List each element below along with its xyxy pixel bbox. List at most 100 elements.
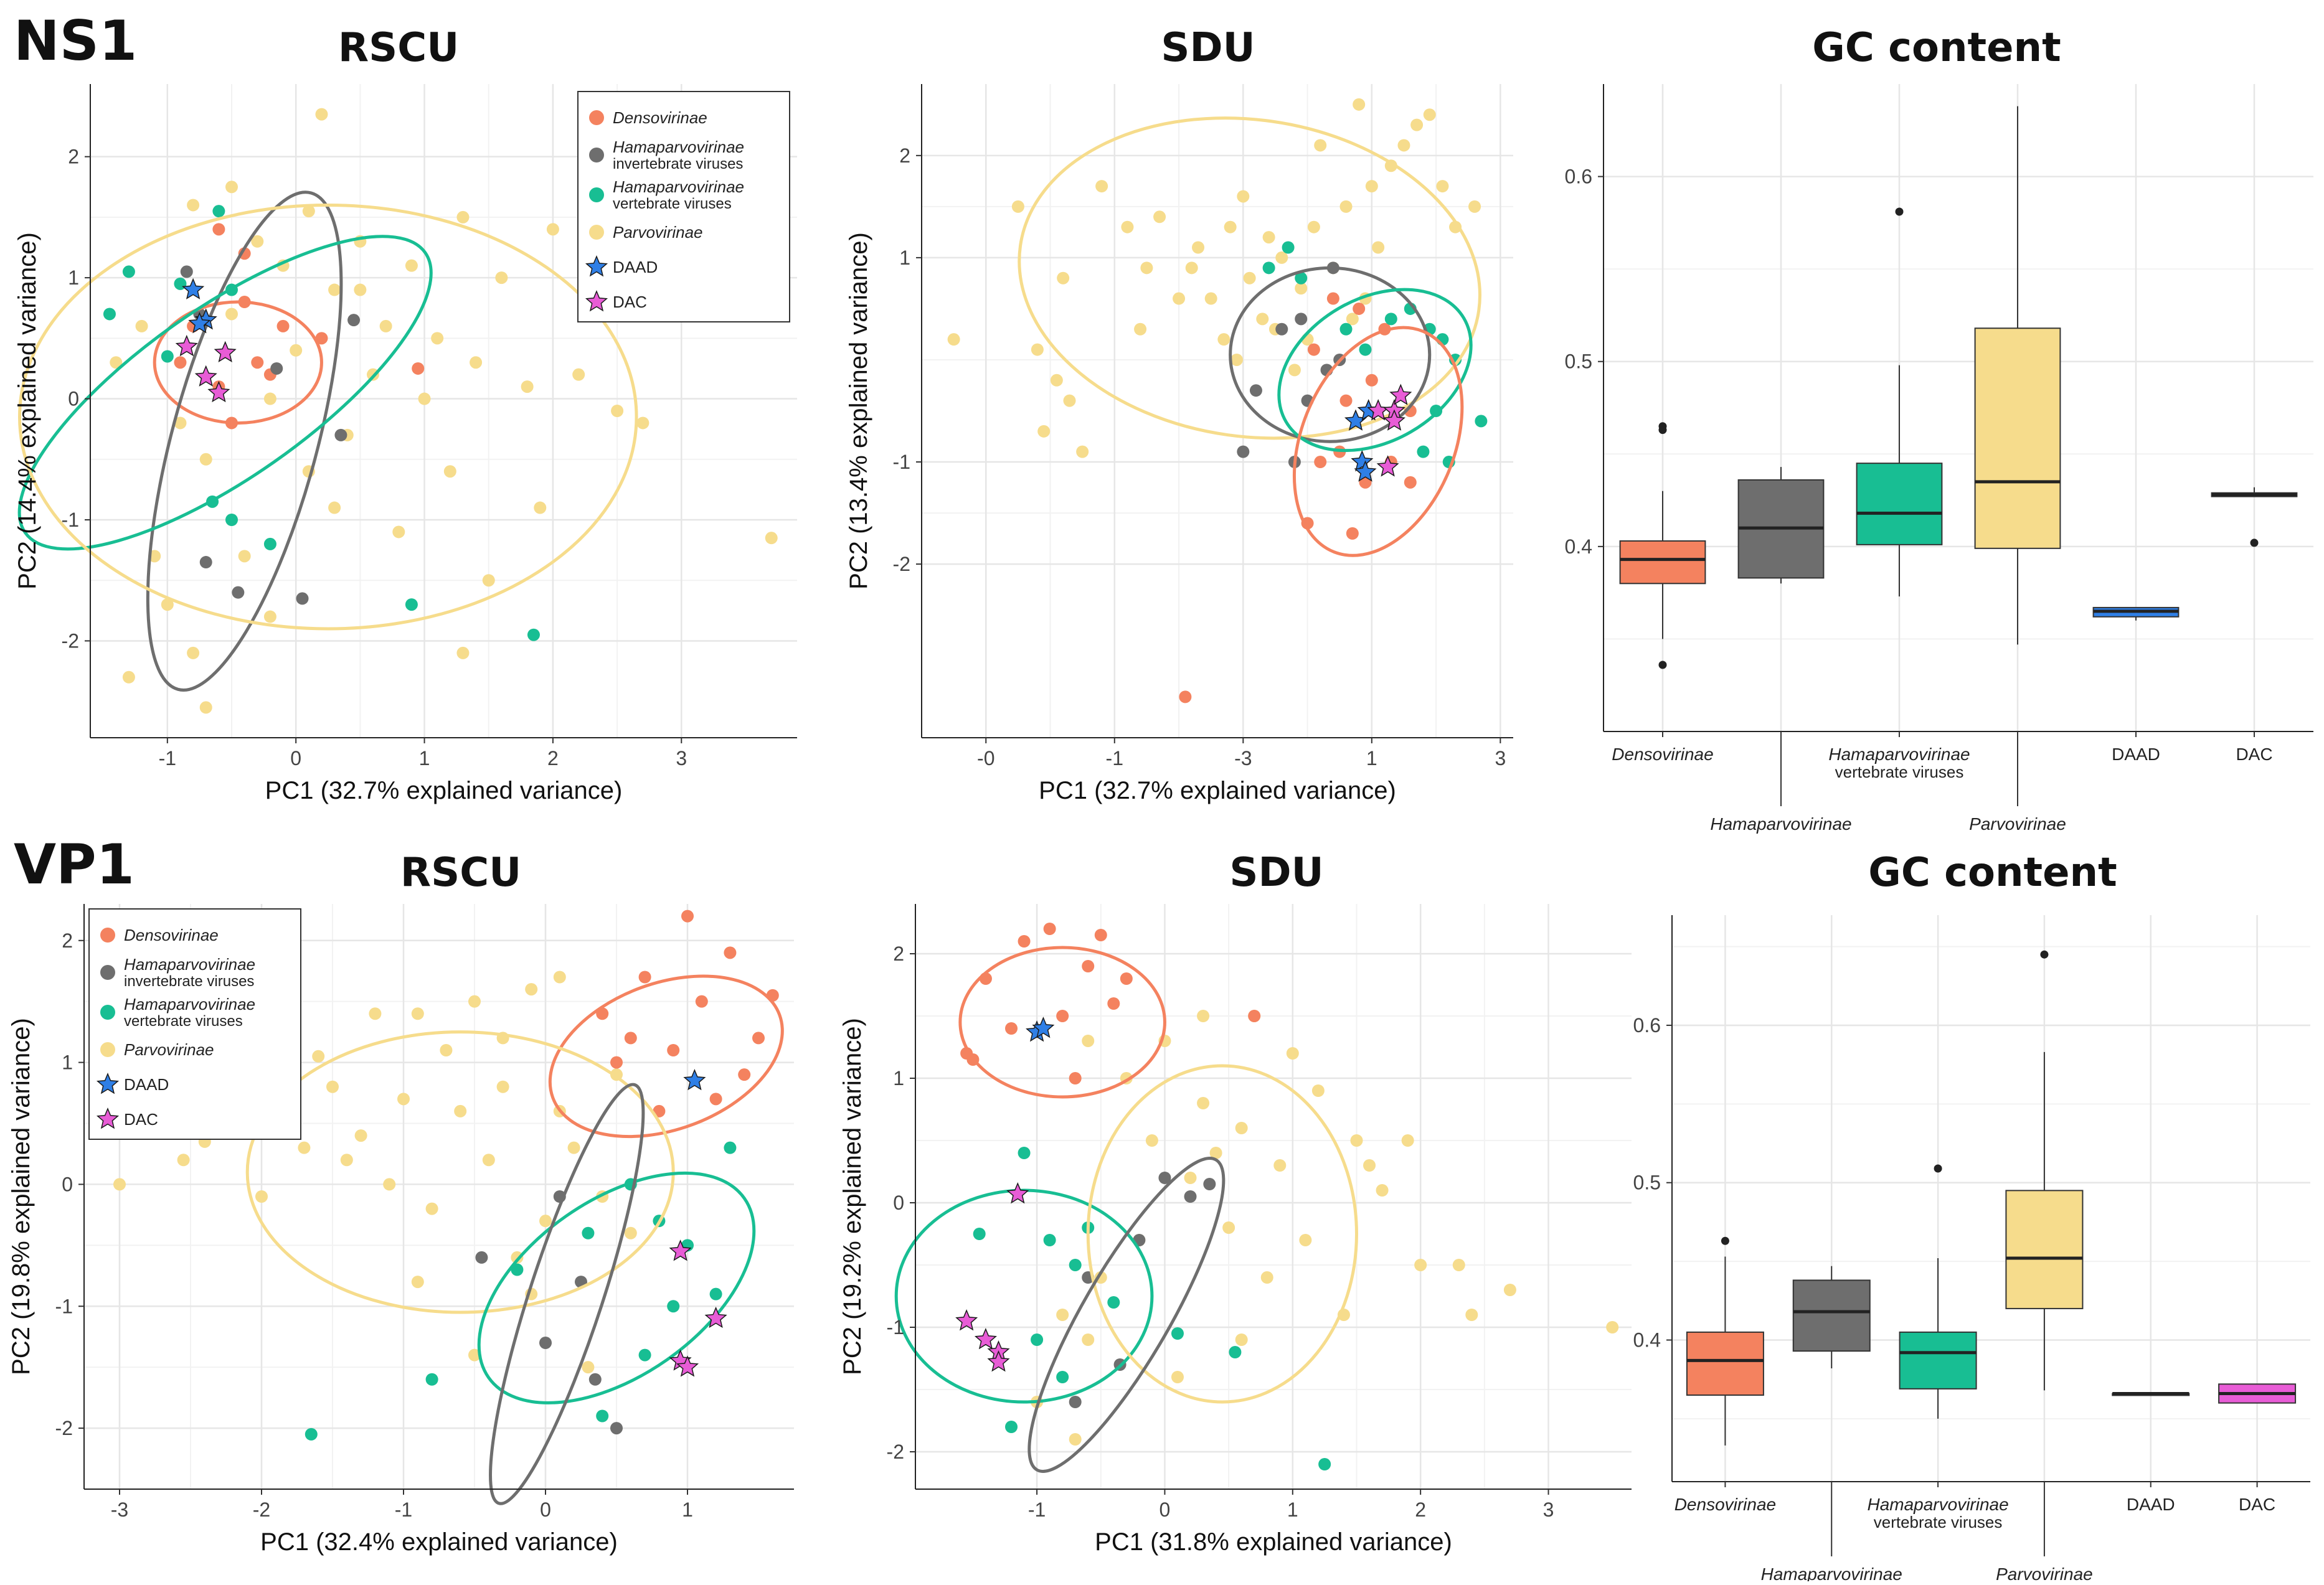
ns1-row-title: NS1 bbox=[14, 9, 138, 73]
vp1-rscu-point-parvovirinae bbox=[525, 983, 538, 996]
ns1-gc-category-label-dac: DAC bbox=[2236, 745, 2272, 764]
ns1-rscu-point-densovirinae bbox=[251, 356, 264, 369]
vp1-sdu-point-hamaparvovirinae-vertebrate bbox=[1018, 1147, 1031, 1159]
ns1-sdu-point-parvovirinae bbox=[1121, 220, 1134, 233]
legend-daad-label: DAAD bbox=[613, 258, 658, 276]
ns1-rscu-point-parvovirinae bbox=[238, 550, 251, 563]
vp1-rscu-point-densovirinae bbox=[624, 1032, 637, 1045]
vp1-rscu-point-densovirinae bbox=[724, 946, 737, 959]
ns1-rscu-star-dac bbox=[175, 334, 198, 357]
vp1-rscu-x-tick-label: -2 bbox=[253, 1498, 270, 1521]
ns1-gc-category-label-hamaparvovirinae-invertebrate: Hamaparvovirinae bbox=[1710, 814, 1851, 834]
legend-hamaparvovirinae-vertebrate-label: Hamaparvovirinae bbox=[613, 177, 744, 196]
vp1-rscu-star-daad bbox=[683, 1069, 706, 1091]
ns1-rscu-y-tick-label: 2 bbox=[68, 146, 79, 168]
vp1-rscu-point-parvovirinae bbox=[496, 1080, 509, 1093]
vp1-sdu-x-tick-label: 3 bbox=[1543, 1498, 1554, 1521]
vp1-rscu-y-tick-label: 0 bbox=[62, 1173, 73, 1195]
vp1-gc-title: GC content bbox=[1868, 850, 2117, 896]
ns1-sdu-star-dac bbox=[1376, 455, 1399, 477]
legend-parvovirinae-icon bbox=[589, 225, 604, 240]
ns1-rscu-point-densovirinae bbox=[412, 362, 425, 375]
vp1-rscu-point-hamaparvovirinae-invertebrate bbox=[475, 1251, 488, 1264]
ns1-rscu-y-tick-label: -1 bbox=[62, 509, 79, 531]
ns1-sdu-point-parvovirinae bbox=[1050, 374, 1063, 387]
vp1-sdu-star-dac bbox=[1006, 1182, 1029, 1204]
vp1-sdu-point-parvovirinae bbox=[1056, 1309, 1069, 1321]
ns1-gc-box-hamaparvovirinae-vertebrate bbox=[1856, 463, 1943, 545]
ns1-sdu-point-parvovirinae bbox=[1346, 313, 1359, 326]
vp1-sdu-plot-background bbox=[915, 904, 1632, 1489]
vp1-sdu-y-tick-label: -2 bbox=[887, 1441, 904, 1463]
legend-hamaparvovirinae-vertebrate-label: Hamaparvovirinae bbox=[124, 995, 255, 1014]
ns1-rscu-point-parvovirinae bbox=[328, 283, 341, 296]
ns1-rscu-point-parvovirinae bbox=[418, 392, 431, 405]
ns1-rscu-y-axis-label: PC2 (14.4% explained variance) bbox=[14, 232, 41, 590]
ns1-rscu-point-parvovirinae bbox=[251, 235, 264, 248]
vp1-sdu-star-daad bbox=[1032, 1017, 1055, 1038]
ns1-sdu-title: SDU bbox=[1161, 25, 1255, 71]
vp1-sdu-point-parvovirinae bbox=[1465, 1309, 1478, 1321]
ns1-gc-box-densovirinae bbox=[1619, 540, 1706, 585]
vp1-sdu-point-parvovirinae bbox=[1299, 1234, 1312, 1246]
ns1-sdu-y-tick-label: -2 bbox=[893, 553, 910, 575]
vp1-sdu-point-densovirinae bbox=[1018, 935, 1031, 948]
legend-densovirinae-icon bbox=[589, 110, 604, 125]
ns1-rscu-star-daad bbox=[188, 312, 211, 334]
vp1-rscu-x-tick-label: -3 bbox=[111, 1498, 128, 1521]
vp1-sdu-point-parvovirinae bbox=[1311, 1084, 1325, 1097]
vp1-rscu-star-dac bbox=[676, 1355, 699, 1377]
legend-hamaparvovirinae-invertebrate-sublabel: invertebrate viruses bbox=[613, 156, 743, 172]
vp1-row-title: VP1 bbox=[14, 832, 135, 896]
ns1-sdu-point-parvovirinae bbox=[1031, 343, 1044, 356]
vp1-sdu-point-parvovirinae bbox=[1171, 1371, 1184, 1383]
ns1-rscu-point-hamaparvovirinae-invertebrate bbox=[347, 314, 361, 327]
ns1-sdu-y-axis-label: PC2 (13.4% explained variance) bbox=[845, 232, 872, 590]
ns1-sdu-point-hamaparvovirinae-vertebrate bbox=[1282, 241, 1295, 254]
vp1-sdu-point-densovirinae bbox=[1056, 1010, 1069, 1022]
ns1-rscu-point-parvovirinae bbox=[470, 356, 483, 369]
ns1-rscu-point-parvovirinae bbox=[161, 598, 174, 611]
ns1-rscu-point-hamaparvovirinae-invertebrate bbox=[180, 265, 193, 278]
ns1-rscu-point-parvovirinae bbox=[187, 199, 200, 212]
vp1-sdu-point-parvovirinae bbox=[1184, 1172, 1197, 1184]
vp1-sdu-point-parvovirinae bbox=[1082, 1035, 1095, 1047]
vp1-rscu-point-parvovirinae bbox=[582, 1361, 595, 1374]
ns1-gc-category-sublabel-hamaparvovirinae-vertebrate: vertebrate viruses bbox=[1835, 763, 1964, 781]
vp1-gc-category-label-hamaparvovirinae-vertebrate: Hamaparvovirinae bbox=[1867, 1495, 2008, 1514]
legend-dac-icon bbox=[96, 1108, 120, 1129]
vp1-sdu-point-parvovirinae bbox=[1401, 1134, 1414, 1147]
vp1-sdu-x-axis-label: PC1 (31.8% explained variance) bbox=[1095, 1528, 1452, 1556]
vp1-gc-y-tick-label: 0.5 bbox=[1633, 1172, 1661, 1194]
vp1-gc-y-tick-label: 0.4 bbox=[1633, 1329, 1661, 1352]
ns1-rscu-point-hamaparvovirinae-vertebrate bbox=[405, 598, 418, 611]
vp1-gc-box-hamaparvovirinae-invertebrate bbox=[1792, 1279, 1871, 1352]
ns1-rscu-point-hamaparvovirinae-invertebrate bbox=[334, 428, 347, 441]
vp1-sdu-point-hamaparvovirinae-vertebrate bbox=[973, 1228, 986, 1240]
ns1-rscu-point-parvovirinae bbox=[135, 319, 148, 332]
ns1-rscu-star-dac bbox=[207, 380, 230, 403]
vp1-sdu-point-hamaparvovirinae-invertebrate bbox=[1184, 1190, 1197, 1203]
legend-densovirinae-icon bbox=[100, 928, 115, 943]
vp1-sdu-point-parvovirinae bbox=[1197, 1010, 1210, 1022]
ns1-sdu-point-parvovirinae bbox=[1153, 210, 1166, 223]
vp1-rscu-point-hamaparvovirinae-vertebrate bbox=[305, 1427, 318, 1441]
vp1-sdu-x-tick-label: -1 bbox=[1028, 1498, 1046, 1521]
ns1-gc-plot-background bbox=[1604, 84, 2313, 731]
vp1-rscu-point-parvovirinae bbox=[539, 1215, 552, 1228]
ns1-rscu-point-parvovirinae bbox=[765, 532, 778, 545]
vp1-gc-outlier-parvovirinae bbox=[2040, 950, 2049, 959]
ns1-gc-outlier-densovirinae bbox=[1658, 661, 1667, 669]
ns1-sdu-point-parvovirinae bbox=[1468, 200, 1481, 213]
vp1-sdu-point-parvovirinae bbox=[1260, 1271, 1273, 1284]
ns1-sdu-point-densovirinae bbox=[1314, 456, 1327, 469]
ns1-rscu-x-tick-label: 0 bbox=[290, 747, 301, 769]
ns1-rscu-y-tick-label: 1 bbox=[68, 266, 79, 289]
vp1-rscu-y-tick-label: 2 bbox=[62, 929, 73, 952]
vp1-rscu-point-parvovirinae bbox=[624, 1226, 637, 1239]
vp1-rscu-point-parvovirinae bbox=[177, 1154, 190, 1167]
ns1-sdu-point-parvovirinae bbox=[1262, 231, 1275, 244]
ns1-sdu-point-densovirinae bbox=[1346, 527, 1359, 540]
vp1-rscu-point-densovirinae bbox=[681, 910, 694, 923]
vp1-rscu-point-parvovirinae bbox=[567, 1141, 580, 1154]
